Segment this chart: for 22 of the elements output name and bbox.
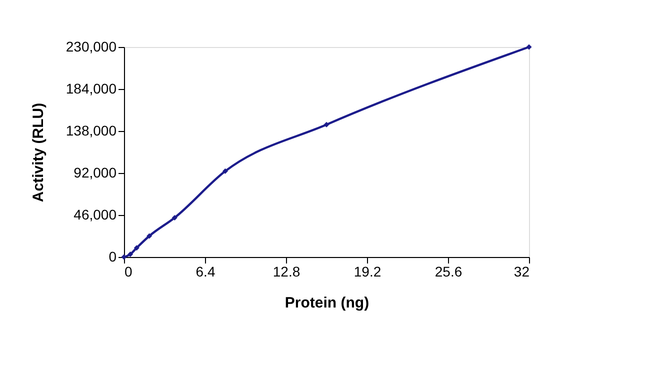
y-tick-label: 184,000 [66,80,117,96]
y-tick-label: 46,000 [74,206,117,222]
point [222,168,228,174]
x-tick-label: 0 [124,264,132,280]
y-axis-title: Activity (RLU) [30,102,47,202]
x-tick-label: 6.4 [196,264,216,280]
y-tick-label: 0 [108,248,117,264]
point [146,233,152,239]
x-axis-title: Protein (ng) [284,294,370,312]
point [128,252,134,257]
y-tick-label: 230,000 [66,38,117,54]
point [134,245,140,251]
x-tick-label: 32 [514,264,530,280]
x-tick-label: 12.8 [272,264,300,280]
y-tick-label: 138,000 [66,122,117,138]
point [121,254,127,260]
x-tick-label: 25.6 [434,264,462,280]
x-tick-label: 19.2 [354,264,382,280]
y-tick-label: 92,000 [74,164,117,180]
point [172,215,178,220]
point [324,122,330,128]
point [526,44,532,50]
